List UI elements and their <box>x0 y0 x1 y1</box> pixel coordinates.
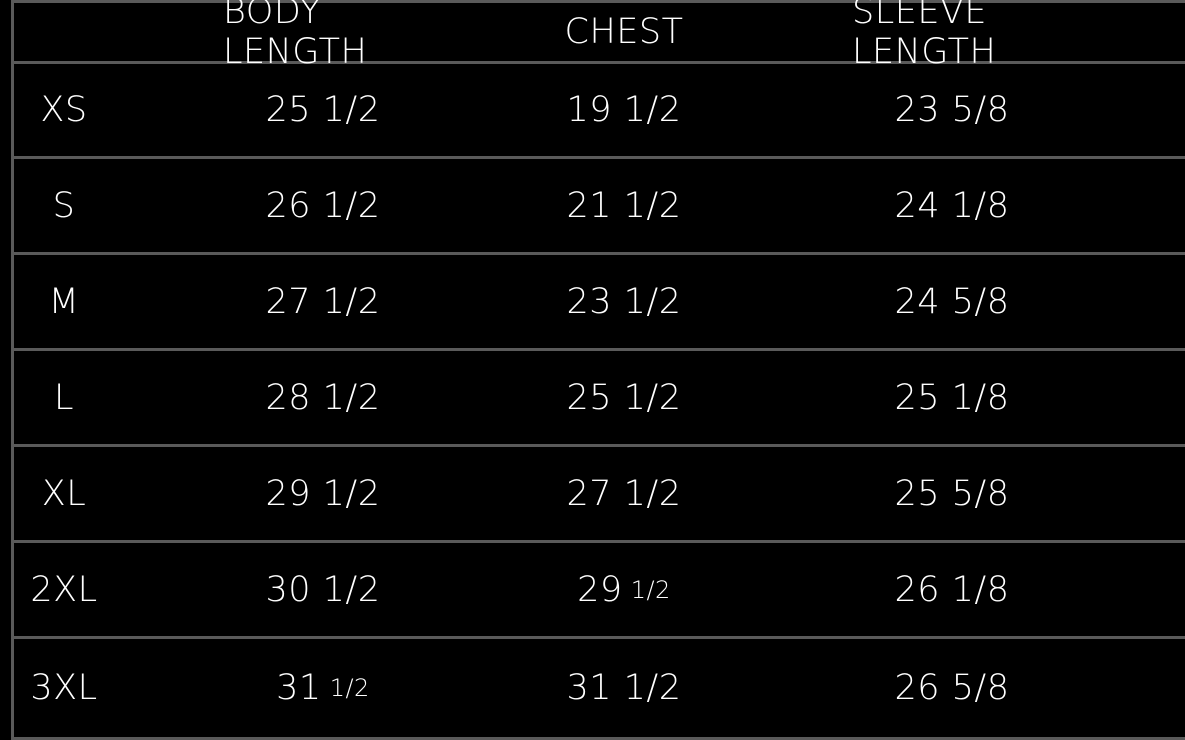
chest-cell: 27 1/2 <box>524 447 724 540</box>
sleeve-length-cell: 24 1/8 <box>852 159 1052 252</box>
size-cell: 3XL <box>14 639 114 737</box>
header-body-length: BODY LENGTH <box>223 0 423 72</box>
body-length-cell: 25 1/2 <box>223 64 423 156</box>
sleeve-length-cell: 24 5/8 <box>852 255 1052 348</box>
body-length-cell: 31 1/2 <box>223 639 423 737</box>
size-cell: 2XL <box>14 543 114 636</box>
table-row: L 28 1/2 25 1/2 25 1/8 <box>14 351 1185 447</box>
header-size <box>14 3 114 61</box>
sleeve-length-cell: 25 5/8 <box>852 447 1052 540</box>
chest-cell: 29 1/2 <box>524 543 724 636</box>
chest-cell-fraction: 1/2 <box>630 575 671 604</box>
size-cell: XS <box>14 64 114 156</box>
body-length-cell: 30 1/2 <box>223 543 423 636</box>
body-length-cell-value: 29 1/2 <box>265 473 381 514</box>
body-length-cell: 26 1/2 <box>223 159 423 252</box>
size-cell-value: 2XL <box>30 569 98 610</box>
body-length-cell-value: 26 1/2 <box>265 185 381 226</box>
table-row: 3XL 31 1/2 31 1/2 26 5/8 <box>14 639 1185 740</box>
header-body-length-value: BODY LENGTH <box>223 0 368 72</box>
sleeve-length-cell: 26 5/8 <box>852 639 1052 737</box>
body-length-cell-value: 30 1/2 <box>265 569 381 610</box>
sleeve-length-cell: 23 5/8 <box>852 64 1052 156</box>
body-length-cell: 29 1/2 <box>223 447 423 540</box>
body-length-cell: 28 1/2 <box>223 351 423 444</box>
header-sleeve-length: SLEEVE LENGTH <box>852 0 1052 72</box>
sleeve-length-cell-value: 26 1/8 <box>894 569 1010 610</box>
size-cell: XL <box>14 447 114 540</box>
chest-cell: 19 1/2 <box>524 64 724 156</box>
body-length-cell-fraction: 1/2 <box>329 674 370 702</box>
sleeve-length-cell-value: 24 1/8 <box>894 185 1010 226</box>
size-cell-value: L <box>54 377 74 418</box>
header-chest: CHEST <box>524 3 724 61</box>
table-row: M 27 1/2 23 1/2 24 5/8 <box>14 255 1185 351</box>
sleeve-length-cell-value: 25 5/8 <box>894 473 1010 514</box>
body-length-cell-value: 25 1/2 <box>265 90 381 130</box>
size-cell-value: XS <box>40 90 88 130</box>
body-length-cell: 27 1/2 <box>223 255 423 348</box>
sleeve-length-cell: 26 1/8 <box>852 543 1052 636</box>
size-cell: M <box>14 255 114 348</box>
sleeve-length-cell-value: 25 1/8 <box>894 377 1010 418</box>
chest-cell: 23 1/2 <box>524 255 724 348</box>
size-cell-value: S <box>52 185 76 226</box>
sleeve-length-cell-value: 23 5/8 <box>894 90 1010 130</box>
size-cell-value: XL <box>41 473 87 514</box>
table-row: 2XL 30 1/2 29 1/2 26 1/8 <box>14 543 1185 639</box>
body-length-cell-value: 31 <box>276 668 322 708</box>
sleeve-length-cell: 25 1/8 <box>852 351 1052 444</box>
size-chart-table <box>11 0 1185 740</box>
header-row: BODY LENGTH CHEST SLEEVE LENGTH <box>14 0 1185 72</box>
table-row: XS 25 1/2 19 1/2 23 5/8 <box>14 64 1185 159</box>
chest-cell-value: 23 1/2 <box>566 281 682 322</box>
header-sleeve-length-value: SLEEVE LENGTH <box>852 0 997 72</box>
size-cell: S <box>14 159 114 252</box>
sleeve-length-cell-value: 24 5/8 <box>894 281 1010 322</box>
size-cell-value: 3XL <box>30 668 98 708</box>
chest-cell: 25 1/2 <box>524 351 724 444</box>
size-cell-value: M <box>48 281 80 322</box>
chest-cell-value: 25 1/2 <box>566 377 682 418</box>
header-chest-value: CHEST <box>564 12 684 52</box>
table-row: S 26 1/2 21 1/2 24 1/8 <box>14 159 1185 255</box>
chest-cell-value: 27 1/2 <box>566 473 682 514</box>
chest-cell: 31 1/2 <box>524 639 724 737</box>
table-row: XL 29 1/2 27 1/2 25 5/8 <box>14 447 1185 543</box>
chest-cell-value: 31 1/2 <box>566 668 682 708</box>
chest-cell-value: 29 <box>577 569 623 610</box>
body-length-cell-value: 28 1/2 <box>265 377 381 418</box>
chest-cell: 21 1/2 <box>524 159 724 252</box>
size-cell: L <box>14 351 114 444</box>
body-length-cell-value: 27 1/2 <box>265 281 381 322</box>
chest-cell-value: 21 1/2 <box>566 185 682 226</box>
chest-cell-value: 19 1/2 <box>566 90 682 130</box>
sleeve-length-cell-value: 26 5/8 <box>894 668 1010 708</box>
